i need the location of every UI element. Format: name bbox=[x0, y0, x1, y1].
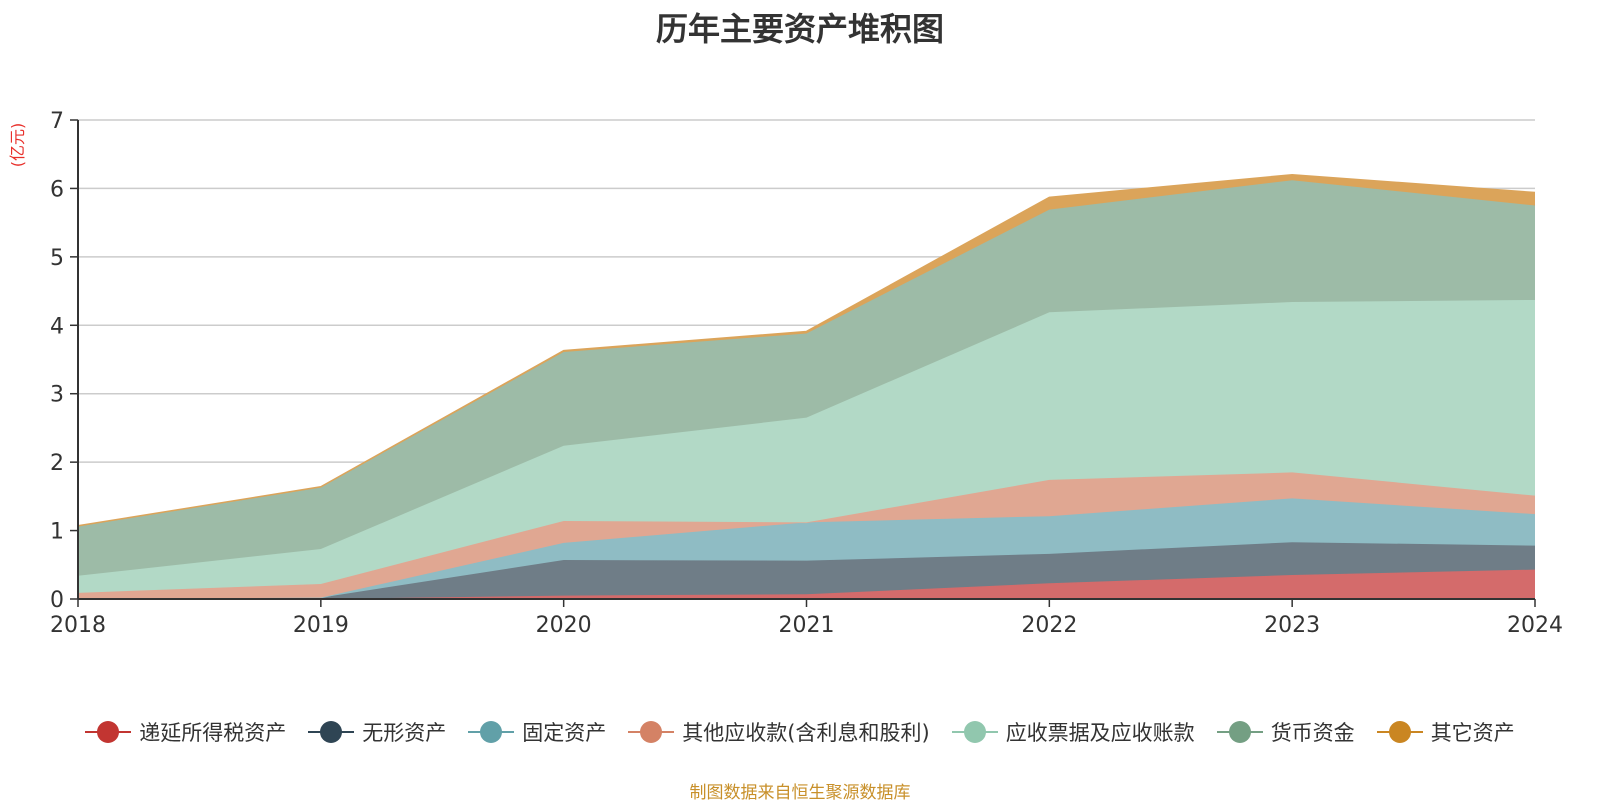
area-series-1 bbox=[78, 569, 1535, 599]
y-unit-label: (亿元) bbox=[8, 123, 27, 168]
y-tick-label: 3 bbox=[50, 383, 64, 408]
legend-label: 其它资产 bbox=[1430, 721, 1515, 745]
legend-item[interactable]: 递延所得税资产 bbox=[85, 717, 286, 747]
y-tick-label: 7 bbox=[50, 109, 64, 134]
legend-label: 固定资产 bbox=[522, 721, 607, 745]
y-tick-label: 4 bbox=[50, 314, 64, 339]
x-tick-label: 2018 bbox=[50, 613, 106, 638]
y-tick-label: 2 bbox=[50, 451, 64, 476]
x-tick-label: 2023 bbox=[1264, 613, 1320, 638]
legend-marker-icon bbox=[468, 721, 515, 743]
legend-label: 无形资产 bbox=[362, 721, 447, 745]
legend-marker-icon bbox=[1216, 721, 1263, 743]
y-tick-label: 6 bbox=[50, 177, 64, 202]
x-tick-label: 2019 bbox=[293, 613, 349, 638]
source-note: 制图数据来自恒生聚源数据库 bbox=[689, 783, 911, 803]
x-tick-label: 2022 bbox=[1021, 613, 1077, 638]
legend-label: 应收票据及应收账款 bbox=[1005, 721, 1195, 745]
legend-item[interactable]: 其他应收款(含利息和股利) bbox=[628, 717, 930, 747]
legend-item[interactable]: 其它资产 bbox=[1376, 717, 1515, 747]
legend-marker-icon bbox=[628, 721, 675, 743]
area-series-2 bbox=[78, 542, 1535, 599]
chart-legend: 递延所得税资产 无形资产 固定资产 其他应收款(含利息和股利) 应收票据及应收账款 货币资… bbox=[0, 717, 1600, 747]
y-tick-label: 0 bbox=[50, 588, 64, 613]
legend-item[interactable]: 应收票据及应收账款 bbox=[951, 717, 1195, 747]
chart-title: 历年主要资产堆积图 bbox=[655, 10, 944, 48]
y-tick-label: 1 bbox=[50, 520, 64, 545]
legend-marker-icon bbox=[1376, 721, 1423, 743]
x-tick-label: 2021 bbox=[779, 613, 835, 638]
legend-label: 其他应收款(含利息和股利) bbox=[682, 721, 930, 745]
legend-item[interactable]: 固定资产 bbox=[468, 717, 606, 747]
area-series-3 bbox=[78, 498, 1535, 599]
legend-item[interactable]: 无形资产 bbox=[308, 717, 446, 747]
legend-item[interactable]: 货币资金 bbox=[1216, 717, 1355, 747]
x-tick-label: 2020 bbox=[536, 613, 592, 638]
legend-label: 货币资金 bbox=[1270, 721, 1355, 745]
area-series-5 bbox=[78, 299, 1535, 593]
series-line-7 bbox=[77, 173, 1536, 527]
legend-marker-icon bbox=[85, 721, 132, 743]
y-tick-label: 5 bbox=[50, 246, 64, 271]
area-series-4 bbox=[78, 472, 1535, 599]
legend-label: 递延所得税资产 bbox=[139, 721, 287, 745]
legend-marker-icon bbox=[951, 721, 998, 743]
area-series-6 bbox=[78, 180, 1535, 576]
x-tick-label: 2024 bbox=[1507, 613, 1563, 638]
legend-marker-icon bbox=[308, 721, 355, 743]
